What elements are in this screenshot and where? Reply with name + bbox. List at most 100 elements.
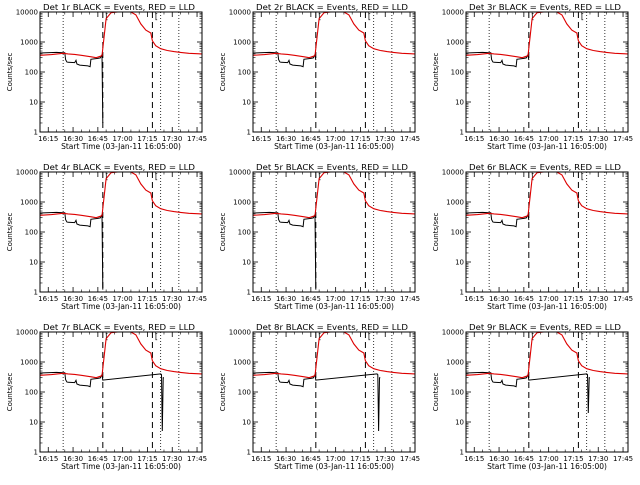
y-tick-label: 1 bbox=[460, 129, 464, 137]
interval-marker-left: [ bbox=[318, 332, 321, 341]
x-tick-label: 17:15 bbox=[350, 135, 370, 143]
interval-marker-left: [ bbox=[105, 332, 108, 341]
x-tick-label: 17:45 bbox=[613, 455, 633, 463]
interval-marker-left: [ bbox=[531, 172, 534, 181]
x-tick-label: 16:45 bbox=[301, 295, 321, 303]
interval-marker-left: [ bbox=[318, 172, 321, 181]
detector-panel: Det 6r BLACK = Events, RED = LLD 1 10 100 10… bbox=[432, 163, 633, 311]
events-series-line bbox=[466, 211, 530, 228]
panel-title: Det 6r BLACK = Events, RED = LLD bbox=[469, 163, 621, 172]
y-tick-label: 10 bbox=[29, 419, 38, 427]
x-tick-label: 16:45 bbox=[301, 135, 321, 143]
x-tick-label: 16:45 bbox=[514, 295, 534, 303]
detector-panel: Det 3r BLACK = Events, RED = LLD 1 10 100 10… bbox=[432, 3, 633, 151]
lld-series-line bbox=[40, 332, 202, 379]
detector-panel: Det 4r BLACK = Events, RED = LLD 1 10 100 10… bbox=[6, 163, 207, 311]
x-tick-label: 17:15 bbox=[563, 135, 583, 143]
y-axis-label: Counts/sec bbox=[432, 53, 440, 92]
interval-marker-left: [ bbox=[318, 12, 321, 21]
plot-frame bbox=[39, 171, 203, 293]
x-tick-label: 16:15 bbox=[251, 295, 271, 303]
detector-panel: Det 1r BLACK = Events, RED = LLD 1 10 100 10… bbox=[6, 3, 207, 151]
x-tick-label: 16:30 bbox=[489, 295, 509, 303]
lld-series-line bbox=[466, 12, 628, 59]
x-axis-label: Start Time (03-Jan-11 16:05:00) bbox=[487, 462, 607, 471]
y-tick-label: 1000 bbox=[233, 199, 251, 207]
x-tick-label: 17:00 bbox=[113, 135, 133, 143]
y-tick-label: 1000 bbox=[20, 39, 38, 47]
y-axis-label: Counts/sec bbox=[6, 373, 14, 412]
x-tick-label: 17:30 bbox=[162, 455, 182, 463]
x-tick-label: 16:45 bbox=[514, 135, 534, 143]
y-tick-label: 1 bbox=[34, 449, 38, 457]
interval-marker-right: [ bbox=[155, 172, 158, 181]
x-tick-label: 17:45 bbox=[613, 135, 633, 143]
interval-marker-left: [ bbox=[105, 172, 108, 181]
y-tick-label: 100 bbox=[25, 229, 38, 237]
panel-title: Det 4r BLACK = Events, RED = LLD bbox=[43, 163, 195, 172]
x-tick-label: 16:30 bbox=[276, 295, 296, 303]
x-tick-label: 17:30 bbox=[588, 135, 608, 143]
x-tick-label: 17:30 bbox=[588, 455, 608, 463]
x-tick-label: 16:15 bbox=[464, 295, 484, 303]
x-tick-label: 17:00 bbox=[326, 295, 346, 303]
events-series-line bbox=[253, 51, 317, 68]
detector-panel: Det 9r BLACK = Events, RED = LLD 1 10 100 10… bbox=[432, 323, 633, 471]
y-tick-label: 10 bbox=[29, 99, 38, 107]
y-tick-label: 100 bbox=[451, 389, 464, 397]
interval-marker-right: [ bbox=[581, 332, 584, 341]
x-axis-label: Start Time (03-Jan-11 16:05:00) bbox=[61, 462, 181, 471]
y-tick-label: 1000 bbox=[20, 359, 38, 367]
x-tick-label: 16:15 bbox=[38, 295, 58, 303]
panel-title: Det 5r BLACK = Events, RED = LLD bbox=[256, 163, 408, 172]
x-tick-label: 17:15 bbox=[137, 295, 157, 303]
y-tick-label: 10000 bbox=[442, 329, 464, 337]
y-tick-label: 1 bbox=[34, 289, 38, 297]
events-series-line bbox=[40, 371, 164, 432]
y-tick-label: 100 bbox=[451, 69, 464, 77]
x-tick-label: 17:45 bbox=[187, 295, 207, 303]
y-tick-label: 10 bbox=[242, 419, 251, 427]
y-tick-label: 10000 bbox=[16, 329, 38, 337]
y-tick-label: 1000 bbox=[20, 199, 38, 207]
lld-series-line bbox=[40, 172, 202, 219]
events-series-line bbox=[253, 211, 317, 290]
plot-frame bbox=[465, 171, 629, 293]
lld-series-line bbox=[253, 172, 415, 219]
interval-marker-left: [ bbox=[531, 332, 534, 341]
y-tick-label: 10000 bbox=[229, 9, 251, 17]
x-axis-label: Start Time (03-Jan-11 16:05:00) bbox=[61, 302, 181, 311]
x-tick-label: 16:30 bbox=[63, 295, 83, 303]
interval-marker-right: [ bbox=[581, 172, 584, 181]
lld-series-line bbox=[253, 332, 415, 379]
x-tick-label: 16:45 bbox=[88, 455, 108, 463]
x-tick-label: 16:15 bbox=[251, 135, 271, 143]
interval-marker-right: [ bbox=[368, 332, 371, 341]
x-tick-label: 16:30 bbox=[63, 455, 83, 463]
y-tick-label: 10 bbox=[29, 259, 38, 267]
plot-frame bbox=[39, 331, 203, 453]
x-tick-label: 16:30 bbox=[276, 135, 296, 143]
x-tick-label: 17:30 bbox=[375, 135, 395, 143]
panel-title: Det 8r BLACK = Events, RED = LLD bbox=[256, 323, 408, 332]
y-axis-label: Counts/sec bbox=[432, 373, 440, 412]
interval-marker-right: [ bbox=[368, 12, 371, 21]
x-tick-label: 17:45 bbox=[187, 135, 207, 143]
x-axis-label: Start Time (03-Jan-11 16:05:00) bbox=[274, 302, 394, 311]
interval-marker-left: [ bbox=[531, 12, 534, 21]
y-tick-label: 1000 bbox=[446, 199, 464, 207]
x-axis-label: Start Time (03-Jan-11 16:05:00) bbox=[274, 142, 394, 151]
x-tick-label: 17:45 bbox=[400, 295, 420, 303]
x-tick-label: 17:00 bbox=[326, 455, 346, 463]
y-tick-label: 10000 bbox=[16, 9, 38, 17]
y-tick-label: 10 bbox=[242, 259, 251, 267]
x-tick-label: 17:45 bbox=[613, 295, 633, 303]
y-tick-label: 10 bbox=[455, 99, 464, 107]
x-tick-label: 16:15 bbox=[38, 455, 58, 463]
x-tick-label: 16:15 bbox=[464, 455, 484, 463]
x-tick-label: 17:45 bbox=[400, 455, 420, 463]
x-tick-label: 16:15 bbox=[38, 135, 58, 143]
x-tick-label: 17:00 bbox=[539, 135, 559, 143]
x-tick-label: 17:00 bbox=[113, 455, 133, 463]
